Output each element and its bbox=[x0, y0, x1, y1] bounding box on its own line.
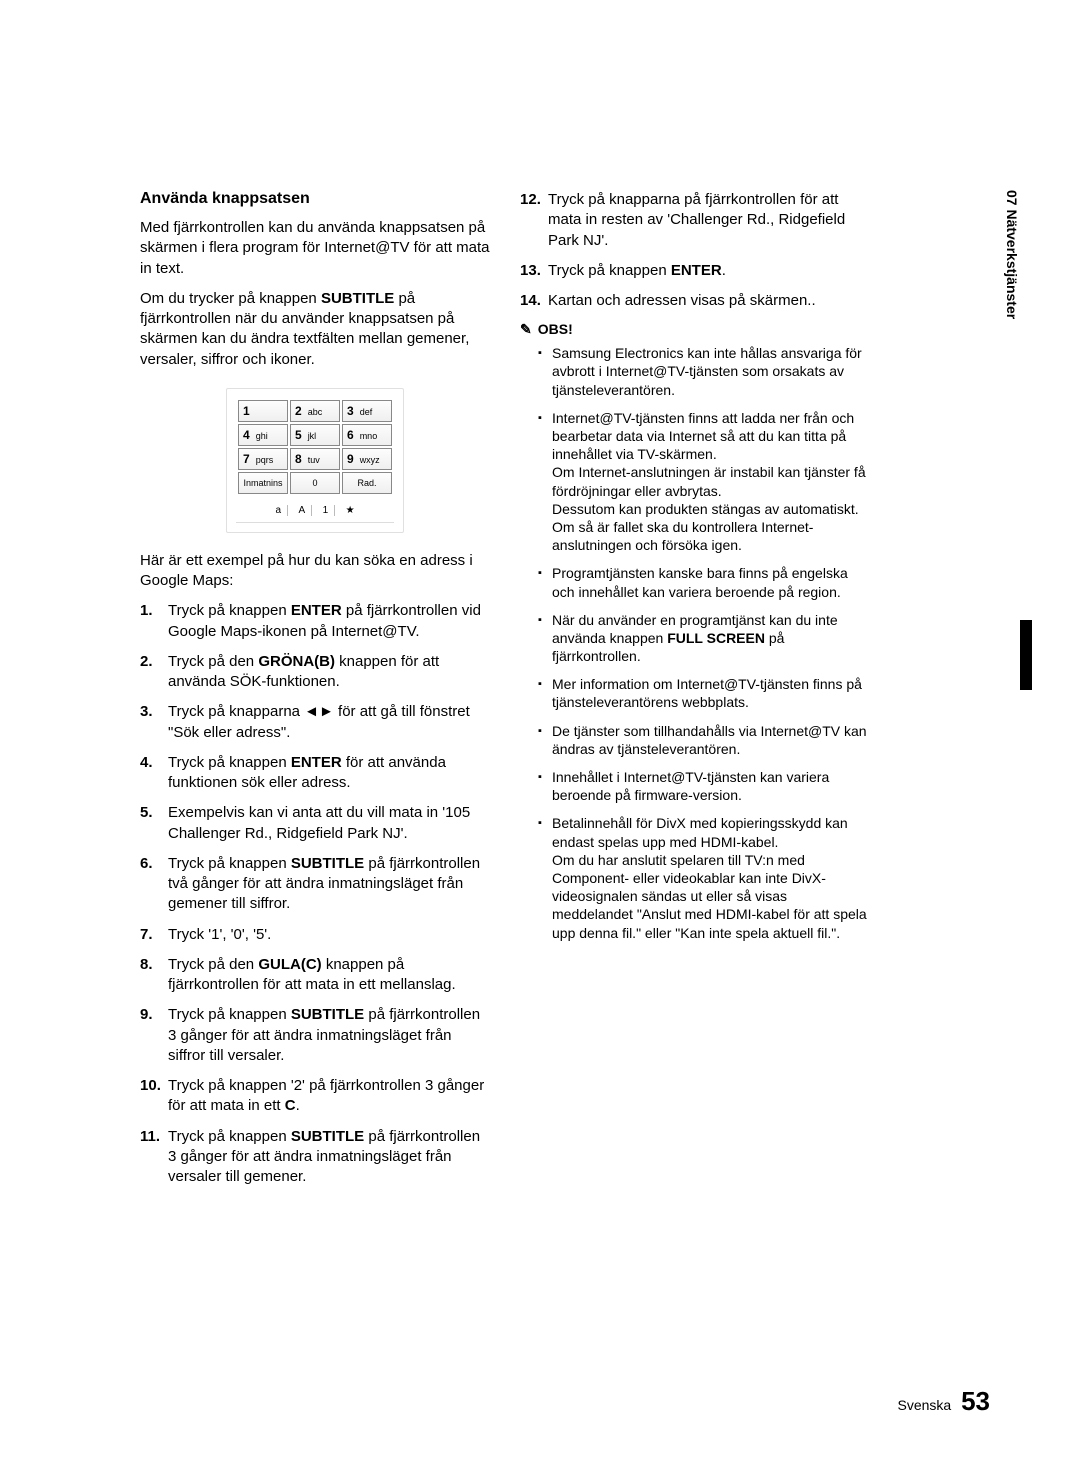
note-icon: ✎ bbox=[520, 321, 532, 338]
step-item: Tryck på knappen '2' på fjärrkontrollen … bbox=[140, 1076, 490, 1117]
notes-list: Samsung Electronics kan inte hållas ansv… bbox=[520, 344, 870, 941]
step-item: Tryck '1', '0', '5'. bbox=[140, 925, 490, 945]
keypad-mode-row: a A 1 ★ bbox=[236, 500, 394, 518]
note-item: Samsung Electronics kan inte hållas ansv… bbox=[538, 344, 870, 399]
step-item: Tryck på knappen SUBTITLE på fjärrkontro… bbox=[140, 854, 490, 915]
example-intro: Här är ett exempel på hur du kan söka en… bbox=[140, 551, 490, 592]
key-7[interactable]: 7pqrs bbox=[238, 448, 288, 470]
intro-paragraph-2: Om du trycker på knappen SUBTITLE på fjä… bbox=[140, 289, 490, 370]
section-tab: 07 Nätverkstjänster bbox=[1004, 190, 1020, 319]
step-item: Tryck på knappen SUBTITLE på fjärrkontro… bbox=[140, 1005, 490, 1066]
key-6[interactable]: 6mno bbox=[342, 424, 392, 446]
key-5[interactable]: 5jkl bbox=[290, 424, 340, 446]
step-item: Tryck på knapparna ◄► för att gå till fö… bbox=[140, 702, 490, 743]
left-column: Använda knappsatsen Med fjärrkontrollen … bbox=[140, 190, 490, 1197]
key-2[interactable]: 2abc bbox=[290, 400, 340, 422]
intro-paragraph-1: Med fjärrkontrollen kan du använda knapp… bbox=[140, 218, 490, 279]
step-item: Tryck på knappen SUBTITLE på fjärrkontro… bbox=[140, 1127, 490, 1188]
keypad: 1 2abc 3def 4ghi 5jkl 6mno 7pqrs 8tuv bbox=[226, 388, 404, 533]
text: Om du trycker på knappen bbox=[140, 290, 321, 307]
key-0[interactable]: 0 bbox=[290, 472, 340, 494]
right-column: Tryck på knapparna på fjärrkontrollen fö… bbox=[520, 190, 870, 1197]
obs-label: OBS! bbox=[538, 321, 573, 337]
step-item: Tryck på knapparna på fjärrkontrollen fö… bbox=[520, 190, 870, 251]
note-item: Innehållet i Internet@TV-tjänsten kan va… bbox=[538, 768, 870, 804]
step-item: Exempelvis kan vi anta att du vill mata … bbox=[140, 803, 490, 844]
key-mode[interactable]: Inmatnins bbox=[238, 472, 288, 494]
step-item: Tryck på den GRÖNA(B) knappen för att an… bbox=[140, 652, 490, 693]
note-item: När du använder en programtjänst kan du … bbox=[538, 611, 870, 666]
steps-list-right: Tryck på knapparna på fjärrkontrollen fö… bbox=[520, 190, 870, 311]
step-item: Kartan och adressen visas på skärmen.. bbox=[520, 291, 870, 311]
page: 07 Nätverkstjänster Använda knappsatsen … bbox=[0, 0, 1080, 1477]
thumb-tab bbox=[1020, 620, 1032, 690]
keyword-subtitle: SUBTITLE bbox=[321, 290, 394, 307]
steps-list-left: Tryck på knappen ENTER på fjärrkontrolle… bbox=[140, 601, 490, 1187]
page-number: 53 bbox=[961, 1386, 990, 1416]
key-1[interactable]: 1 bbox=[238, 400, 288, 422]
note-item: Internet@TV-tjänsten finns att ladda ner… bbox=[538, 409, 870, 555]
note-item: Mer information om Internet@TV-tjänsten … bbox=[538, 675, 870, 711]
step-item: Tryck på knappen ENTER för att använda f… bbox=[140, 753, 490, 794]
key-3[interactable]: 3def bbox=[342, 400, 392, 422]
note-item: De tjänster som tillhandahålls via Inter… bbox=[538, 722, 870, 758]
note-item: Programtjänsten kanske bara finns på eng… bbox=[538, 564, 870, 600]
mode-sym: ★ bbox=[340, 505, 361, 516]
step-item: Tryck på knappen ENTER. bbox=[520, 261, 870, 281]
section-heading: Använda knappsatsen bbox=[140, 190, 490, 208]
page-footer: Svenska 53 bbox=[897, 1386, 990, 1417]
footer-language: Svenska bbox=[897, 1397, 951, 1413]
note-item: Betalinnehåll för DivX med kopieringssky… bbox=[538, 814, 870, 941]
key-8[interactable]: 8tuv bbox=[290, 448, 340, 470]
mode-upper: A bbox=[292, 505, 312, 516]
mode-lower: a bbox=[269, 505, 288, 516]
step-item: Tryck på den GULA(C) knappen på fjärrkon… bbox=[140, 955, 490, 996]
keypad-figure: 1 2abc 3def 4ghi 5jkl 6mno 7pqrs 8tuv bbox=[140, 388, 490, 533]
key-delete[interactable]: Rad. bbox=[342, 472, 392, 494]
content-columns: Använda knappsatsen Med fjärrkontrollen … bbox=[140, 190, 990, 1197]
key-4[interactable]: 4ghi bbox=[238, 424, 288, 446]
step-item: Tryck på knappen ENTER på fjärrkontrolle… bbox=[140, 601, 490, 642]
keypad-grid: 1 2abc 3def 4ghi 5jkl 6mno 7pqrs 8tuv bbox=[236, 398, 394, 496]
key-9[interactable]: 9wxyz bbox=[342, 448, 392, 470]
mode-num: 1 bbox=[317, 505, 336, 516]
note-heading: ✎ OBS! bbox=[520, 321, 870, 338]
